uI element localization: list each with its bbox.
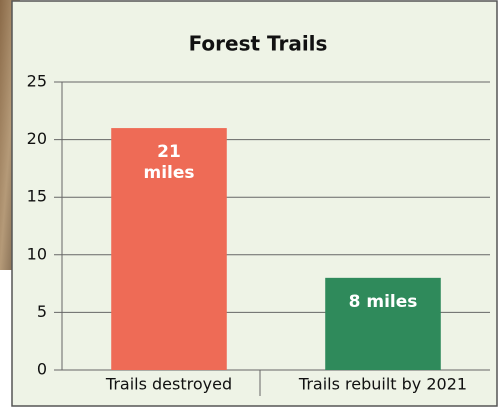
data-label: 8 miles bbox=[348, 291, 418, 312]
y-tick-label: 0 bbox=[37, 360, 47, 379]
bar bbox=[111, 128, 227, 370]
bar bbox=[325, 277, 441, 370]
y-tick-label: 5 bbox=[37, 302, 47, 321]
y-tick-label: 20 bbox=[27, 129, 47, 148]
y-tick-label: 25 bbox=[27, 72, 47, 91]
data-label: 21 miles bbox=[143, 142, 195, 184]
chart-title: Forest Trails bbox=[189, 32, 328, 56]
x-tick-label: Trails rebuilt by 2021 bbox=[298, 375, 467, 394]
x-tick-label: Trails destroyed bbox=[105, 375, 232, 394]
y-tick-label: 15 bbox=[27, 187, 47, 206]
y-tick-label: 10 bbox=[27, 244, 47, 263]
